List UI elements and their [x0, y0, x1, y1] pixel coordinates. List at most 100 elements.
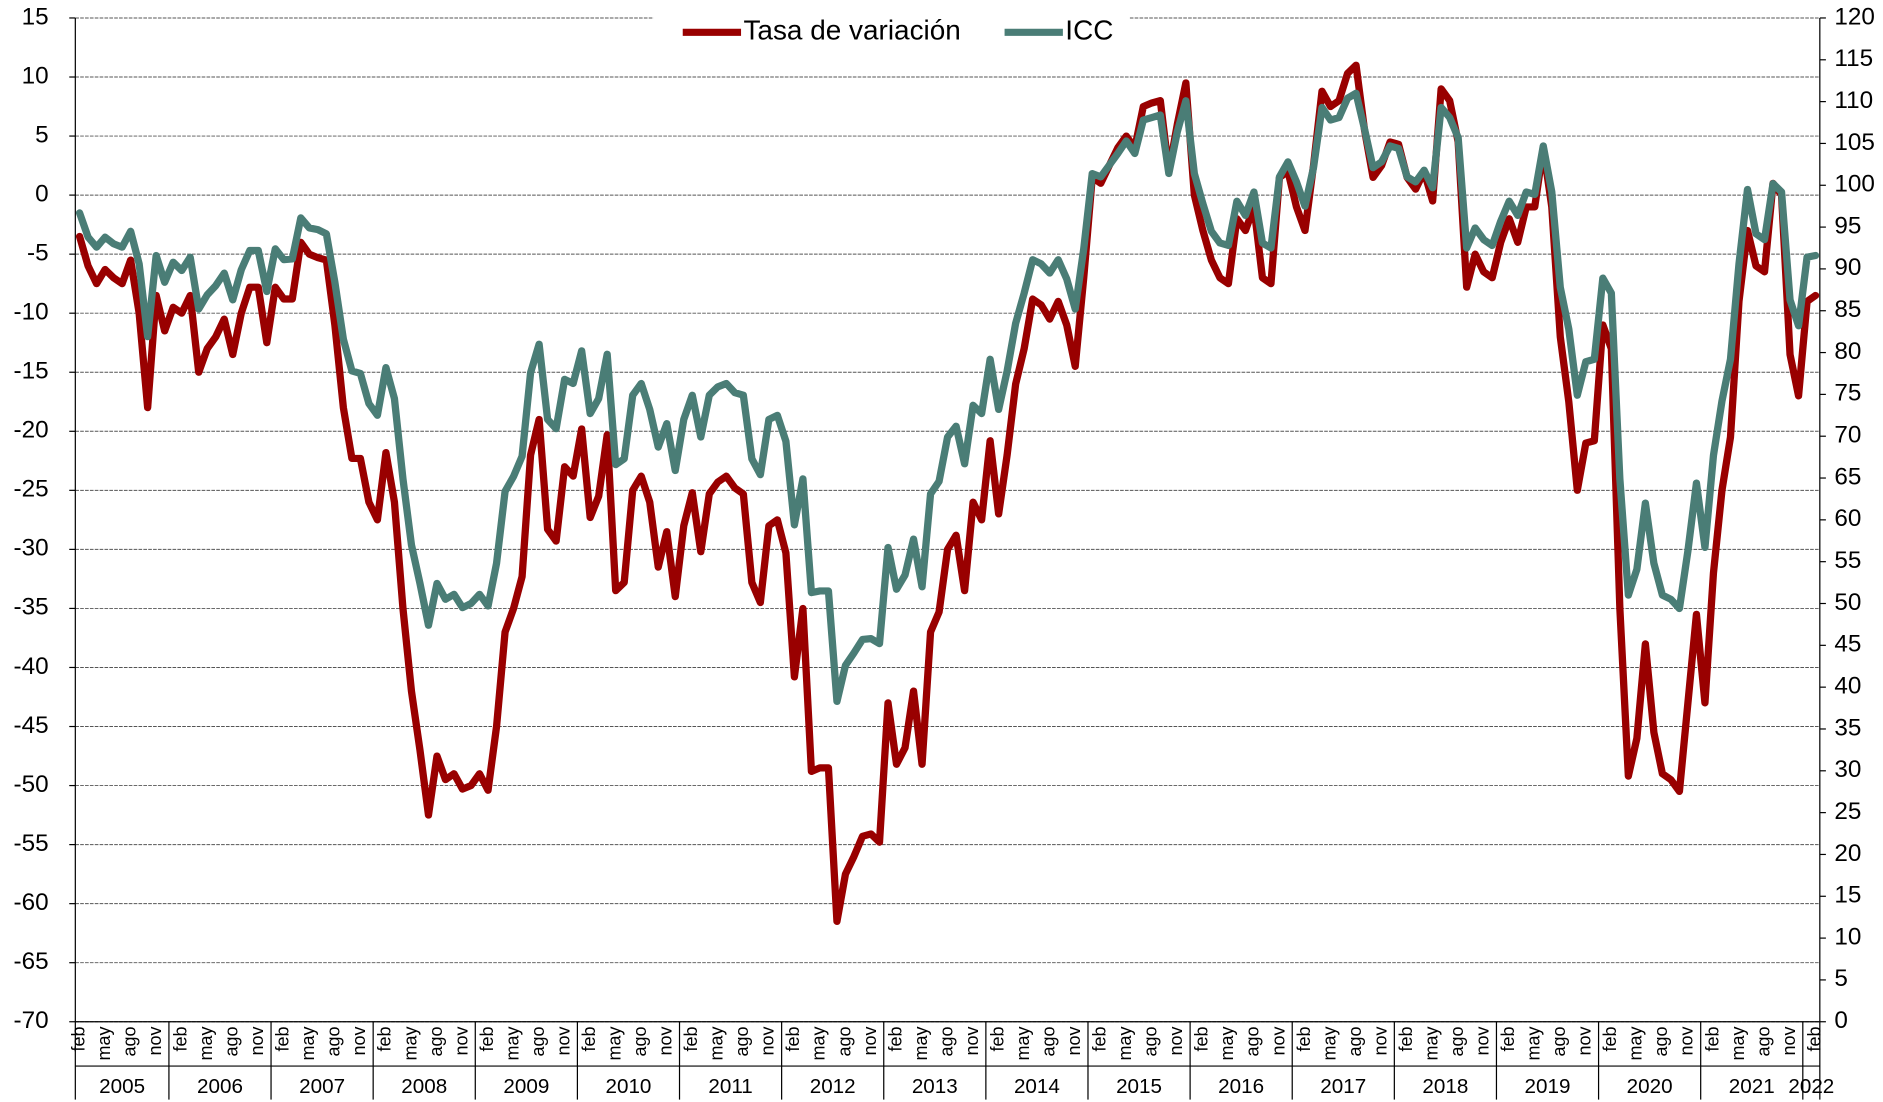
year-label: 2019	[1525, 1075, 1571, 1098]
y2-tick-label: 30	[1834, 756, 1861, 783]
y-tick-label: -60	[13, 889, 48, 916]
year-label: 2013	[912, 1075, 958, 1098]
year-label: 2012	[810, 1075, 856, 1098]
x-tick-label: nov	[962, 1027, 982, 1056]
y2-tick-label: 5	[1834, 965, 1848, 992]
year-label: 2008	[401, 1075, 447, 1098]
y2-tick-label: 35	[1834, 714, 1861, 741]
y-tick-label: -40	[13, 653, 48, 680]
legend: Tasa de variación ICC	[653, 9, 1130, 56]
x-tick-label: feb	[1600, 1027, 1620, 1052]
y-tick-label: 0	[35, 181, 49, 208]
x-tick-label: ago	[221, 1027, 241, 1057]
x-tick-label: ago	[426, 1027, 446, 1057]
x-tick-label: feb	[273, 1027, 293, 1052]
x-tick-label: may	[1626, 1027, 1646, 1061]
y2-tick-label: 120	[1834, 3, 1875, 30]
y-tick-label: -50	[13, 771, 48, 798]
x-tick-label: ago	[936, 1027, 956, 1057]
year-label: 2016	[1218, 1075, 1264, 1098]
x-tick-label: may	[502, 1027, 522, 1061]
year-label: 2010	[605, 1075, 651, 1098]
y2-tick-label: 90	[1834, 254, 1861, 281]
x-tick-label: may	[1728, 1027, 1748, 1061]
x-tick-label: may	[604, 1027, 624, 1061]
legend-label: ICC	[1065, 15, 1113, 46]
y2-tick-label: 10	[1834, 924, 1861, 951]
x-tick-label: may	[911, 1027, 931, 1061]
y2-tick-label: 75	[1834, 380, 1861, 407]
y-tick-label: -70	[13, 1007, 48, 1034]
x-tick-label: ago	[528, 1027, 548, 1057]
x-tick-label: feb	[885, 1027, 905, 1052]
y-tick-label: -5	[27, 240, 49, 267]
x-tick-label: feb	[170, 1027, 190, 1052]
x-tick-label: nov	[1370, 1027, 1390, 1056]
year-label: 2014	[1014, 1075, 1060, 1098]
x-tick-label: feb	[1192, 1027, 1212, 1052]
x-tick-label: nov	[655, 1027, 675, 1056]
y-tick-label: -30	[13, 535, 48, 562]
x-tick-label: may	[1217, 1027, 1237, 1061]
y2-tick-label: 25	[1834, 798, 1861, 825]
y2-tick-label: 80	[1834, 338, 1861, 365]
y-tick-label: -10	[13, 299, 48, 326]
x-tick-label: ago	[630, 1027, 650, 1057]
x-tick-label: ago	[324, 1027, 344, 1057]
y2-tick-label: 65	[1834, 464, 1861, 491]
y2-tick-label: 100	[1834, 171, 1875, 198]
x-tick-label: feb	[1804, 1027, 1824, 1052]
x-tick-label: ago	[1549, 1027, 1569, 1057]
x-tick-label: may	[196, 1027, 216, 1061]
y2-tick-label: 0	[1834, 1007, 1848, 1034]
x-tick-label: may	[707, 1027, 727, 1061]
y2-tick-label: 110	[1834, 87, 1873, 114]
x-tick-label: feb	[1396, 1027, 1416, 1052]
x-tick-label: ago	[119, 1027, 139, 1057]
x-tick-label: may	[1421, 1027, 1441, 1061]
year-label: 2021	[1729, 1075, 1775, 1098]
x-tick-label: ago	[732, 1027, 752, 1057]
y2-tick-label: 50	[1834, 589, 1861, 616]
y-tick-label: -15	[13, 358, 48, 385]
legend-label: Tasa de variación	[743, 15, 960, 46]
x-tick-label: nov	[1268, 1027, 1288, 1056]
x-tick-label: feb	[1498, 1027, 1518, 1052]
y-tick-label: 5	[35, 122, 49, 149]
x-tick-label: nov	[451, 1027, 471, 1056]
x-tick-label: nov	[1779, 1027, 1799, 1056]
x-tick-label: ago	[1243, 1027, 1263, 1057]
year-label: 2009	[503, 1075, 549, 1098]
x-tick-label: may	[1115, 1027, 1135, 1061]
year-label: 2011	[708, 1075, 752, 1098]
x-tick-label: feb	[1294, 1027, 1314, 1052]
x-tick-label: feb	[579, 1027, 599, 1052]
x-tick-label: feb	[68, 1027, 88, 1052]
series-line	[75, 61, 1820, 925]
y2-tick-label: 85	[1834, 296, 1861, 323]
x-tick-label: may	[400, 1027, 420, 1061]
x-tick-label: nov	[1472, 1027, 1492, 1056]
x-tick-label: may	[1013, 1027, 1033, 1061]
x-tick-label: may	[1319, 1027, 1339, 1061]
y-tick-label: 10	[22, 62, 49, 89]
x-tick-label: feb	[783, 1027, 803, 1052]
x-tick-label: nov	[1166, 1027, 1186, 1056]
y2-tick-label: 55	[1834, 547, 1861, 574]
x-tick-label: nov	[349, 1027, 369, 1056]
x-tick-label: feb	[1702, 1027, 1722, 1052]
x-tick-label: may	[94, 1027, 114, 1061]
series-line	[75, 89, 1820, 705]
x-tick-label: nov	[553, 1027, 573, 1056]
x-tick-label: feb	[681, 1027, 701, 1052]
x-tick-label: ago	[834, 1027, 854, 1057]
x-tick-label: ago	[1651, 1027, 1671, 1057]
y-tick-label: -55	[13, 830, 48, 857]
x-tick-label: nov	[758, 1027, 778, 1056]
x-tick-label: may	[298, 1027, 318, 1061]
x-tick-label: nov	[145, 1027, 165, 1056]
year-label: 2018	[1422, 1075, 1468, 1098]
y2-tick-label: 95	[1834, 213, 1861, 240]
